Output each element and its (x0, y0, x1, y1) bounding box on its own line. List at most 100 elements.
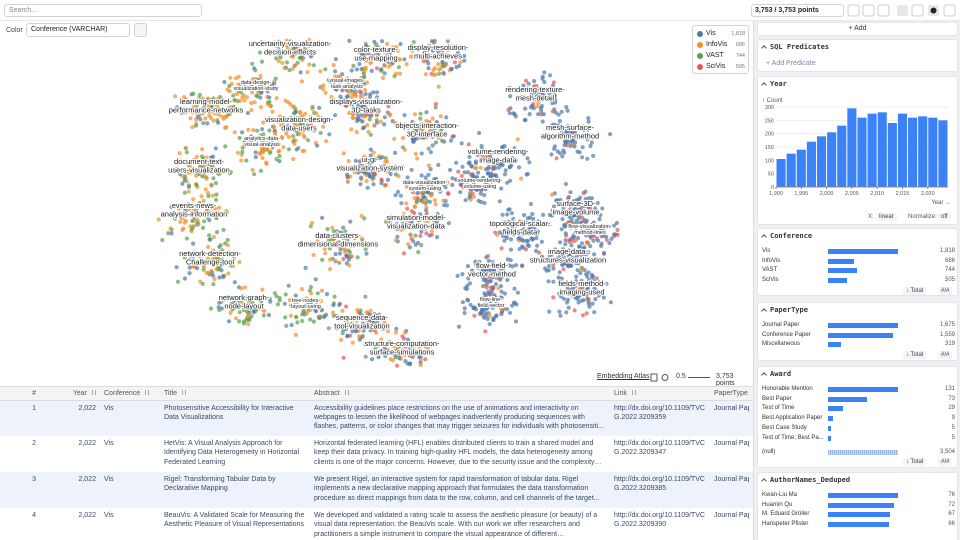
point (418, 233, 423, 238)
point (265, 89, 270, 94)
point (345, 174, 350, 179)
point (255, 128, 260, 133)
icon-button[interactable] (897, 5, 908, 16)
x-tick-label: 2,015 (896, 191, 910, 197)
point (429, 229, 435, 234)
point (366, 129, 371, 134)
point (293, 293, 298, 298)
point (578, 126, 583, 131)
point (460, 272, 465, 277)
icon-button[interactable] (877, 4, 890, 17)
point (587, 278, 592, 283)
cluster-label: image-data- (548, 247, 589, 256)
point-size-slider[interactable] (688, 377, 710, 378)
point (343, 327, 349, 332)
point (227, 171, 232, 176)
point (291, 134, 296, 139)
cluster-label: visual-images- (329, 78, 365, 84)
point (513, 158, 519, 163)
icon[interactable] (650, 373, 658, 382)
point (216, 160, 221, 165)
point (564, 105, 569, 110)
icon[interactable] (661, 374, 669, 381)
point (561, 267, 566, 272)
point (224, 208, 229, 214)
normalize-select[interactable]: off (938, 213, 951, 221)
cell-text: 2,022 (78, 512, 96, 519)
point (188, 116, 193, 121)
icon-button[interactable] (847, 4, 860, 17)
table-cell: Vis (100, 472, 160, 508)
point (432, 66, 438, 71)
point (260, 146, 265, 151)
point (400, 334, 405, 339)
bar-row: M. Eduard Gröller 67 (762, 510, 955, 519)
point (428, 150, 433, 155)
cluster-label: data-clusters- (315, 231, 361, 240)
point (182, 107, 188, 112)
point (215, 98, 220, 103)
table-header: # Year Conference Title Abstract Link PaperTyp… (0, 387, 753, 401)
cluster-label: events-news- (172, 201, 217, 210)
point (511, 300, 517, 305)
point (359, 163, 364, 169)
point (400, 221, 405, 226)
point (594, 236, 599, 241)
point (490, 150, 495, 155)
chevron (761, 372, 767, 378)
sort-select[interactable]: ↓ Total (903, 351, 927, 360)
point (414, 179, 419, 184)
search-input[interactable]: Search... (4, 4, 202, 17)
point (377, 156, 383, 161)
point (593, 297, 598, 302)
point (227, 105, 232, 110)
point (353, 93, 358, 98)
point (584, 287, 589, 292)
color-select[interactable]: Conference (VARCHAR) (26, 23, 130, 37)
icon-button[interactable] (911, 4, 924, 17)
point (472, 313, 477, 318)
point (418, 212, 423, 217)
point (484, 278, 489, 284)
cluster-label: data-visualization- (403, 180, 447, 186)
point (294, 124, 299, 129)
point (403, 330, 408, 335)
x-scale-select[interactable]: linear (876, 213, 897, 221)
point (284, 131, 289, 136)
point (483, 167, 488, 172)
add-predicate[interactable]: + Add Predicate (766, 60, 816, 67)
credit-link[interactable]: Embedding Atlas (597, 373, 650, 380)
point (180, 174, 185, 179)
point (587, 257, 593, 262)
cluster-label: visualization-design- (265, 115, 333, 124)
icon-button[interactable] (862, 4, 875, 17)
bar-value: 131 (944, 386, 955, 392)
point (576, 300, 581, 305)
point (208, 155, 214, 160)
point (398, 42, 403, 47)
x-tick-label: 2,020 (921, 191, 935, 197)
point (445, 39, 450, 44)
point (253, 155, 258, 160)
sort-select[interactable]: ↓ Total (903, 458, 927, 467)
settings-button[interactable] (134, 23, 147, 37)
icon-button[interactable] (943, 4, 956, 17)
sort-select[interactable]: ↓ Total (903, 286, 927, 295)
histogram-bar (827, 132, 837, 187)
point (581, 127, 587, 133)
point (410, 352, 415, 357)
point (586, 119, 591, 124)
point (201, 120, 206, 126)
point (270, 109, 275, 114)
cell-text: Accessibility guidelines place restricti… (314, 404, 604, 431)
point (175, 279, 181, 284)
point (510, 155, 515, 161)
point (363, 92, 368, 97)
column-header: Abstract (310, 387, 610, 401)
point (485, 263, 491, 268)
point (393, 121, 398, 126)
point (565, 108, 570, 113)
x-tick-label: 2,000 (820, 191, 834, 197)
add-button[interactable]: + Add (757, 22, 958, 36)
point (439, 133, 444, 138)
